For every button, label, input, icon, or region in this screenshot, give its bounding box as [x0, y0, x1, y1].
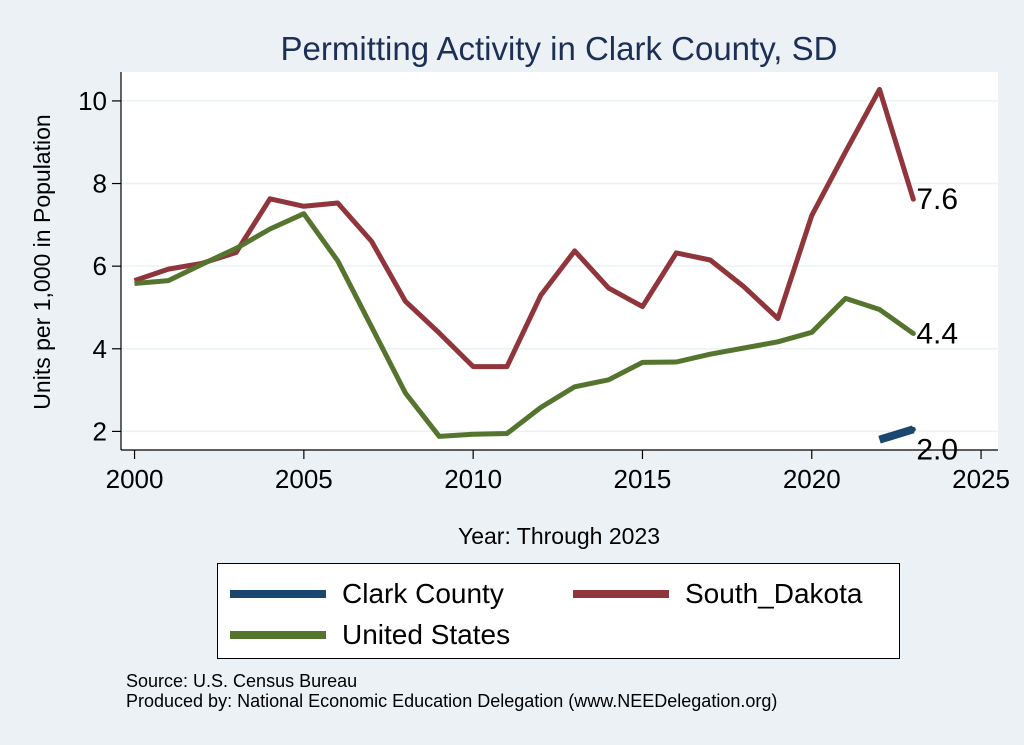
end-label-united-states: 4.4 [916, 318, 958, 351]
x-tick-label-2025: 2025 [952, 464, 1010, 494]
end-labels: 2.0 7.6 4.4 [916, 183, 958, 466]
legend-label-clark-county: Clark County [342, 578, 504, 609]
legend-swatch-clark-county [230, 590, 326, 598]
produced-by-note: Produced by: National Economic Education… [126, 691, 778, 711]
gridlines [121, 100, 998, 433]
x-tick-label-2015: 2015 [614, 464, 672, 494]
legend-swatch-south-dakota [573, 590, 669, 598]
end-label-south-dakota: 7.6 [916, 183, 958, 216]
legend-item-clark-county[interactable]: Clark County [230, 578, 504, 610]
series-line-clark-county [878, 425, 915, 444]
y-tick-label-2: 2 [93, 416, 107, 446]
series-end-point-united-states [910, 331, 916, 337]
source-note: Source: U.S. Census Bureau [126, 671, 358, 691]
chart-title: Permitting Activity in Clark County, SD [281, 30, 838, 67]
legend-item-united-states[interactable]: United States [230, 619, 510, 651]
series-line-united-states [134, 211, 915, 439]
series-lines [133, 86, 916, 444]
legend-label-united-states: United States [342, 619, 511, 650]
y-tick-label-4: 4 [93, 334, 107, 364]
legend-label-south-dakota: South_Dakota [685, 578, 863, 609]
series-end-point-clark-county [910, 426, 916, 432]
x-tick-label-2020: 2020 [783, 464, 841, 494]
x-axis-title: Year: Through 2023 [458, 523, 660, 549]
chart: 2 4 6 8 10 2000 2005 2010 2015 2020 2025 2.0 7.6 4.4… [29, 30, 1010, 549]
x-tick-label-2000: 2000 [106, 464, 164, 494]
legend-item-south-dakota[interactable]: South_Dakota [573, 578, 862, 610]
series-line-south-dakota [133, 86, 916, 370]
y-axis-title: Units per 1,000 in Population [29, 114, 55, 409]
y-tick-label-6: 6 [93, 251, 107, 281]
credits: Source: U.S. Census Bureau Produced by: … [126, 671, 777, 711]
y-tick-label-8: 8 [93, 169, 107, 199]
x-tick-label-2005: 2005 [275, 464, 333, 494]
x-tick-label-2010: 2010 [444, 464, 502, 494]
axes: 2 4 6 8 10 2000 2005 2010 2015 2020 2025 [78, 72, 1010, 494]
plot-area [121, 72, 998, 450]
legend-swatch-united-states [230, 631, 326, 639]
end-label-clark-county: 2.0 [916, 433, 958, 466]
series-end-point-south-dakota [910, 196, 916, 202]
legend: Clark County South_Dakota United States [217, 563, 900, 659]
y-tick-label-10: 10 [78, 86, 107, 116]
